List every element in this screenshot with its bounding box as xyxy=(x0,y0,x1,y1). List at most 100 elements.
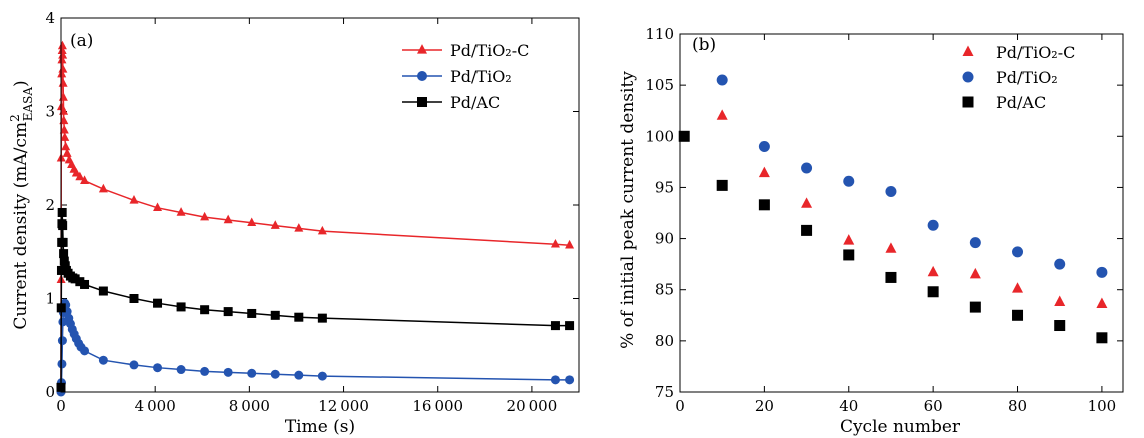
panel-b-x-tick-label: 40 xyxy=(839,397,858,415)
panel-a-ticks: 0 4 000 8 000 12 000 16 000 20 000 0 1 2 3 4 xyxy=(45,9,579,415)
panel-b-y-tick-label: 90 xyxy=(655,230,674,248)
panel-b-data-point xyxy=(969,301,981,313)
panel-b-data-point xyxy=(716,179,728,191)
panel-b: 0 20 40 60 80 100 75 80 85 90 95 100 105 110 (b) Cycl… xyxy=(618,25,1124,437)
panel-a-data-point xyxy=(153,363,163,373)
panel-a-data-point xyxy=(223,214,233,224)
panel-a-data-point xyxy=(57,45,67,54)
panel-a-x-tick-label: 4 000 xyxy=(135,397,176,415)
panel-b-series xyxy=(678,74,1108,344)
panel-a-data-point xyxy=(60,132,70,141)
panel-a: 0 4 000 8 000 12 000 16 000 20 000 0 1 2 3 4 (a) T… xyxy=(8,9,580,437)
panel-a-data-point xyxy=(176,365,186,375)
panel-b-ticks: 0 20 40 60 80 100 75 80 85 90 95 100 105 110 xyxy=(645,25,1123,415)
panel-a-legend-marker xyxy=(417,44,427,54)
panel-a-data-point xyxy=(270,369,280,379)
panel-a-y-tick-label: 0 xyxy=(45,383,55,401)
panel-a-x-axis-title: Time (s) xyxy=(285,417,355,437)
panel-a-data-point xyxy=(57,40,67,50)
panel-b-y-tick-label: 100 xyxy=(645,127,674,145)
panel-a-data-point xyxy=(57,359,67,369)
panel-a-data-point xyxy=(176,302,186,312)
panel-a-x-tick-label: 20 000 xyxy=(507,397,558,415)
panel-a-y-tick-label: 3 xyxy=(45,103,55,121)
panel-a-data-point xyxy=(59,256,69,266)
panel-a-data-point xyxy=(317,371,327,381)
panel-b-y-tick-label: 95 xyxy=(655,178,674,196)
panel-a-x-tick-label: 8 000 xyxy=(229,397,270,415)
panel-b-x-tick-label: 0 xyxy=(675,397,685,415)
panel-b-x-tick-label: 100 xyxy=(1088,397,1117,415)
panel-b-data-point xyxy=(716,109,728,120)
panel-a-data-point xyxy=(129,294,139,303)
panel-a-data-point xyxy=(75,277,85,287)
panel-a-data-point xyxy=(153,202,163,212)
panel-a-data-point xyxy=(57,68,67,78)
panel-b-data-point xyxy=(1012,282,1024,293)
panel-a-data-point xyxy=(565,321,575,331)
panel-a-data-point xyxy=(98,355,108,365)
panel-a-legend-label: Pd/AC xyxy=(450,93,500,112)
panel-a-series xyxy=(56,40,575,397)
panel-b-legend-label: Pd/AC xyxy=(996,93,1046,112)
panel-a-data-point xyxy=(223,367,233,377)
panel-a-data-point xyxy=(129,195,139,204)
panel-b-x-tick-label: 60 xyxy=(924,397,943,415)
panel-b-data-point xyxy=(758,141,770,153)
panel-a-data-point xyxy=(80,346,90,356)
panel-b-x-tick-label: 20 xyxy=(755,397,774,415)
panel-a-x-tick-label: 16 000 xyxy=(412,397,463,415)
panel-a-data-point xyxy=(59,124,69,134)
panel-a-legend-label: Pd/TiO₂-C xyxy=(450,41,529,60)
panel-a-y-axis-title-sup: 2 xyxy=(8,114,22,122)
panel-b-data-point xyxy=(843,234,855,245)
panel-a-data-point xyxy=(153,298,163,308)
panel-b-data-point xyxy=(885,242,897,253)
panel-b-y-tick-label: 75 xyxy=(655,383,674,401)
panel-a-x-tick-label: 12 000 xyxy=(318,397,369,415)
panel-a-data-point xyxy=(58,50,68,59)
panel-b-data-point xyxy=(927,219,939,231)
panel-b-legend-marker xyxy=(962,71,974,83)
panel-a-data-point xyxy=(60,261,70,271)
panel-b-data-point xyxy=(716,74,728,86)
panel-b-data-point xyxy=(843,175,855,187)
panel-b-data-point xyxy=(969,237,981,249)
panel-b-data-point xyxy=(1096,297,1108,309)
panel-a-series-line xyxy=(60,301,570,393)
panel-b-data-point xyxy=(1054,320,1066,332)
panel-b-data-point xyxy=(801,197,813,208)
panel-a-data-point xyxy=(565,239,575,249)
panel-a-data-point xyxy=(70,274,80,284)
panel-a-x-tick-label: 0 xyxy=(56,397,66,415)
panel-b-data-point xyxy=(801,224,813,236)
panel-a-data-point xyxy=(57,207,67,217)
panel-a-data-point xyxy=(200,366,210,376)
panel-a-data-point xyxy=(58,64,68,73)
panel-b-data-point xyxy=(969,267,981,279)
panel-a-data-point xyxy=(98,286,108,296)
panel-a-data-point xyxy=(294,223,304,232)
panel-b-data-point xyxy=(843,249,855,261)
panel-b-data-point xyxy=(1096,332,1108,344)
panel-a-data-point xyxy=(550,238,560,248)
panel-a-data-point xyxy=(58,78,68,87)
panel-a-data-point xyxy=(550,375,560,385)
panel-a-y-axis-title: Current density (mA/cm2EASA) xyxy=(8,80,35,329)
panel-b-data-point xyxy=(1054,258,1066,270)
panel-a-data-point xyxy=(247,217,257,227)
panel-b-legend-marker xyxy=(962,96,974,108)
panel-a-data-point xyxy=(270,310,280,320)
panel-a-data-point xyxy=(75,171,85,181)
panel-b-legend-label: Pd/TiO₂-C xyxy=(996,43,1075,62)
panel-a-y-axis-title-close: ) xyxy=(11,80,31,87)
panel-a-y-axis-title-main: Current density (mA/cm xyxy=(11,122,31,330)
panel-a-data-point xyxy=(58,237,68,247)
panel-a-data-point xyxy=(61,141,71,151)
panel-b-legend: Pd/TiO₂-C Pd/TiO₂ Pd/AC xyxy=(962,43,1075,112)
panel-a-data-point xyxy=(80,175,90,184)
panel-a-data-point xyxy=(98,183,108,193)
panel-b-plot-frame xyxy=(679,33,1124,393)
panel-a-data-point xyxy=(294,370,304,380)
panel-a-legend-label: Pd/TiO₂ xyxy=(450,67,512,86)
